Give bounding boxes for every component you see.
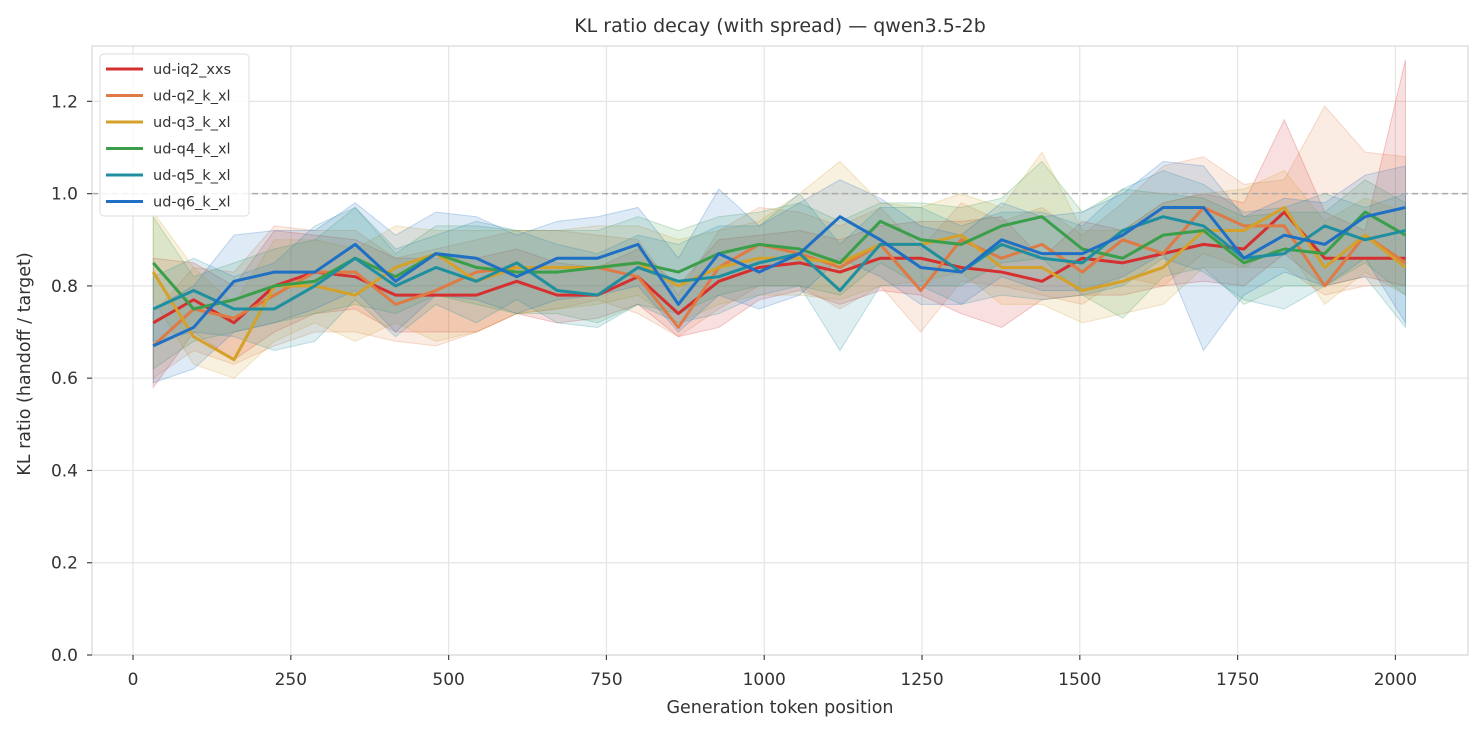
y-tick-label-4: 0.8 bbox=[51, 277, 78, 297]
legend-label-ud-q3_k_xl: ud-q3_k_xl bbox=[153, 115, 231, 131]
line-ud-iq2_xxs bbox=[152, 210, 1406, 325]
chart-title: KL ratio decay (with spread) — qwen3.5-2… bbox=[574, 15, 986, 37]
x-tick-label-2: 500 bbox=[432, 670, 464, 690]
band-ud-q2_k_xl bbox=[152, 105, 1407, 380]
y-tick-label-5: 1.0 bbox=[51, 185, 78, 205]
band-ud-iq2_xxs bbox=[152, 59, 1407, 389]
y-tick-label-1: 0.2 bbox=[51, 554, 78, 574]
line-ud-q2_k_xl bbox=[152, 205, 1407, 347]
x-tick-label-6: 1500 bbox=[1058, 670, 1101, 690]
line-ud-q5_k_xl bbox=[152, 215, 1406, 311]
series-lines bbox=[151, 205, 1407, 362]
x-tick-label-0: 0 bbox=[128, 670, 139, 690]
y-tick-label-6: 1.2 bbox=[51, 92, 78, 112]
legend-label-ud-q6_k_xl: ud-q6_k_xl bbox=[153, 195, 231, 211]
band-ud-q5_k_xl bbox=[152, 170, 1407, 352]
y-axis-title: KL ratio (handoff / target) bbox=[15, 252, 35, 475]
x-axis-title: Generation token position bbox=[666, 698, 893, 718]
plot-frame bbox=[91, 45, 1469, 656]
line-ud-q6_k_xl bbox=[152, 205, 1406, 348]
grid bbox=[92, 46, 1468, 656]
spread-bands bbox=[152, 59, 1407, 389]
x-tick-label-1: 250 bbox=[275, 670, 307, 690]
x-tick-label-4: 1000 bbox=[743, 670, 786, 690]
y-tick-label-0: 0.0 bbox=[51, 646, 78, 666]
x-tick-label-5: 1250 bbox=[900, 670, 943, 690]
x-tick-label-7: 1750 bbox=[1216, 670, 1259, 690]
band-ud-q6_k_xl bbox=[152, 160, 1407, 384]
legend: ud-iq2_xxs ud-q2_k_xl ud-q3_k_xl ud-q4_k_xl… bbox=[99, 53, 250, 217]
legend-box bbox=[99, 53, 250, 217]
legend-label-ud-q2_k_xl: ud-q2_k_xl bbox=[153, 89, 231, 105]
y-tick-label-3: 0.6 bbox=[51, 369, 78, 389]
axis-ticks: 0 250 500 750 1000 1250 1500 1750 2000 0.0 0.2 0.4 0… bbox=[51, 92, 1417, 690]
legend-label-ud-iq2_xxs: ud-iq2_xxs bbox=[153, 62, 231, 78]
y-tick-label-2: 0.4 bbox=[51, 461, 78, 481]
legend-label-ud-q4_k_xl: ud-q4_k_xl bbox=[153, 142, 231, 158]
x-tick-label-8: 2000 bbox=[1374, 670, 1417, 690]
legend-label-ud-q5_k_xl: ud-q5_k_xl bbox=[153, 168, 231, 184]
x-tick-label-3: 750 bbox=[590, 670, 622, 690]
